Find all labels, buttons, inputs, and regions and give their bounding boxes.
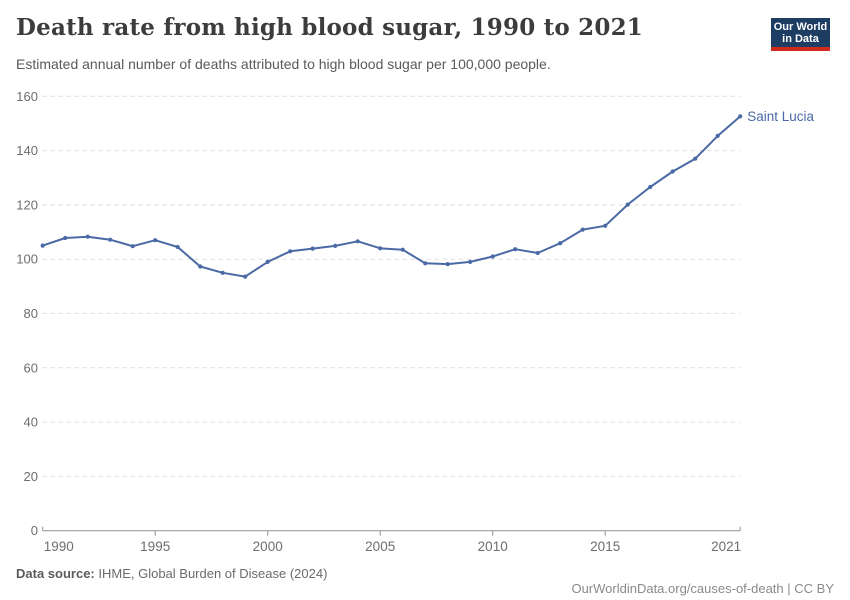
data-point-marker[interactable]: [40, 243, 45, 248]
data-point-marker[interactable]: [130, 244, 135, 249]
y-tick-label: 120: [16, 197, 38, 212]
page-subtitle: Estimated annual number of deaths attrib…: [16, 56, 551, 72]
data-point-marker[interactable]: [175, 244, 180, 250]
gridlines: [42, 95, 741, 532]
y-tick-label: 40: [24, 415, 38, 430]
data-point-marker[interactable]: [310, 246, 315, 251]
data-point-marker[interactable]: [693, 156, 698, 161]
data-source-text: IHME, Global Burden of Disease (2024): [94, 566, 328, 581]
x-tick-label: 2010: [478, 539, 508, 554]
data-point-marker[interactable]: [580, 227, 585, 232]
x-tick-label: 2000: [253, 539, 283, 554]
data-point-marker[interactable]: [85, 234, 90, 239]
data-point-marker[interactable]: [333, 243, 338, 248]
x-tick-label: 1990: [44, 539, 74, 554]
owid-logo-line2: in Data: [782, 32, 819, 45]
data-point-marker[interactable]: [108, 237, 113, 242]
y-tick-label: 160: [16, 89, 38, 104]
x-tick-label: 2005: [365, 539, 395, 554]
owid-url-link[interactable]: OurWorldinData.org/causes-of-death: [571, 581, 784, 596]
data-point-marker[interactable]: [198, 264, 203, 269]
data-point-marker[interactable]: [153, 238, 158, 243]
entity-label-saint-lucia[interactable]: Saint Lucia: [747, 109, 814, 124]
data-point-marker[interactable]: [715, 133, 720, 138]
line-series-saint-lucia[interactable]: [40, 114, 743, 279]
data-point-marker[interactable]: [603, 223, 608, 228]
license-text: | CC BY: [783, 581, 834, 596]
data-point-marker[interactable]: [535, 250, 540, 256]
page-title: Death rate from high blood sugar, 1990 t…: [16, 14, 643, 41]
owid-logo[interactable]: Our World in Data: [771, 18, 830, 51]
x-tick-label: 1995: [140, 539, 170, 554]
owid-logo-line1: Our World: [773, 20, 828, 33]
data-point-marker[interactable]: [468, 259, 473, 264]
data-point-marker[interactable]: [355, 239, 360, 244]
data-point-marker[interactable]: [738, 114, 743, 119]
chart-footer: Data source: IHME, Global Burden of Dise…: [16, 566, 834, 600]
x-tick-label: 2021: [711, 539, 741, 554]
data-point-marker[interactable]: [288, 249, 293, 254]
data-point-marker[interactable]: [243, 274, 248, 279]
data-point-marker[interactable]: [63, 235, 68, 241]
data-point-marker[interactable]: [265, 259, 270, 264]
y-tick-label: 60: [24, 360, 38, 375]
y-axis-labels: 0 20 40 60 80 100 120 140 160: [16, 89, 38, 538]
y-tick-label: 80: [24, 306, 38, 321]
footer-attribution: OurWorldinData.org/causes-of-death | CC …: [550, 566, 834, 600]
data-source-note: Data source: IHME, Global Burden of Dise…: [16, 566, 327, 581]
data-source-label: Data source:: [16, 566, 95, 581]
data-point-marker[interactable]: [625, 202, 630, 207]
y-tick-label: 100: [16, 252, 38, 267]
data-point-marker[interactable]: [558, 241, 563, 246]
data-point-marker[interactable]: [220, 270, 225, 275]
data-point-marker[interactable]: [490, 254, 495, 259]
x-tick-label: 2015: [590, 539, 620, 554]
x-axis: 1990 1995 2000 2005 2010 2015 2021: [42, 526, 741, 554]
data-point-marker[interactable]: [400, 247, 405, 252]
data-line[interactable]: [41, 115, 742, 278]
data-point-marker[interactable]: [423, 261, 428, 266]
data-point-marker[interactable]: [378, 246, 383, 251]
data-point-marker[interactable]: [445, 262, 450, 267]
data-point-marker[interactable]: [648, 184, 653, 190]
y-tick-label: 20: [24, 469, 38, 484]
y-tick-label: 140: [16, 143, 38, 158]
y-tick-label: 0: [31, 523, 38, 538]
data-point-marker[interactable]: [513, 247, 518, 252]
data-point-marker[interactable]: [670, 169, 675, 174]
